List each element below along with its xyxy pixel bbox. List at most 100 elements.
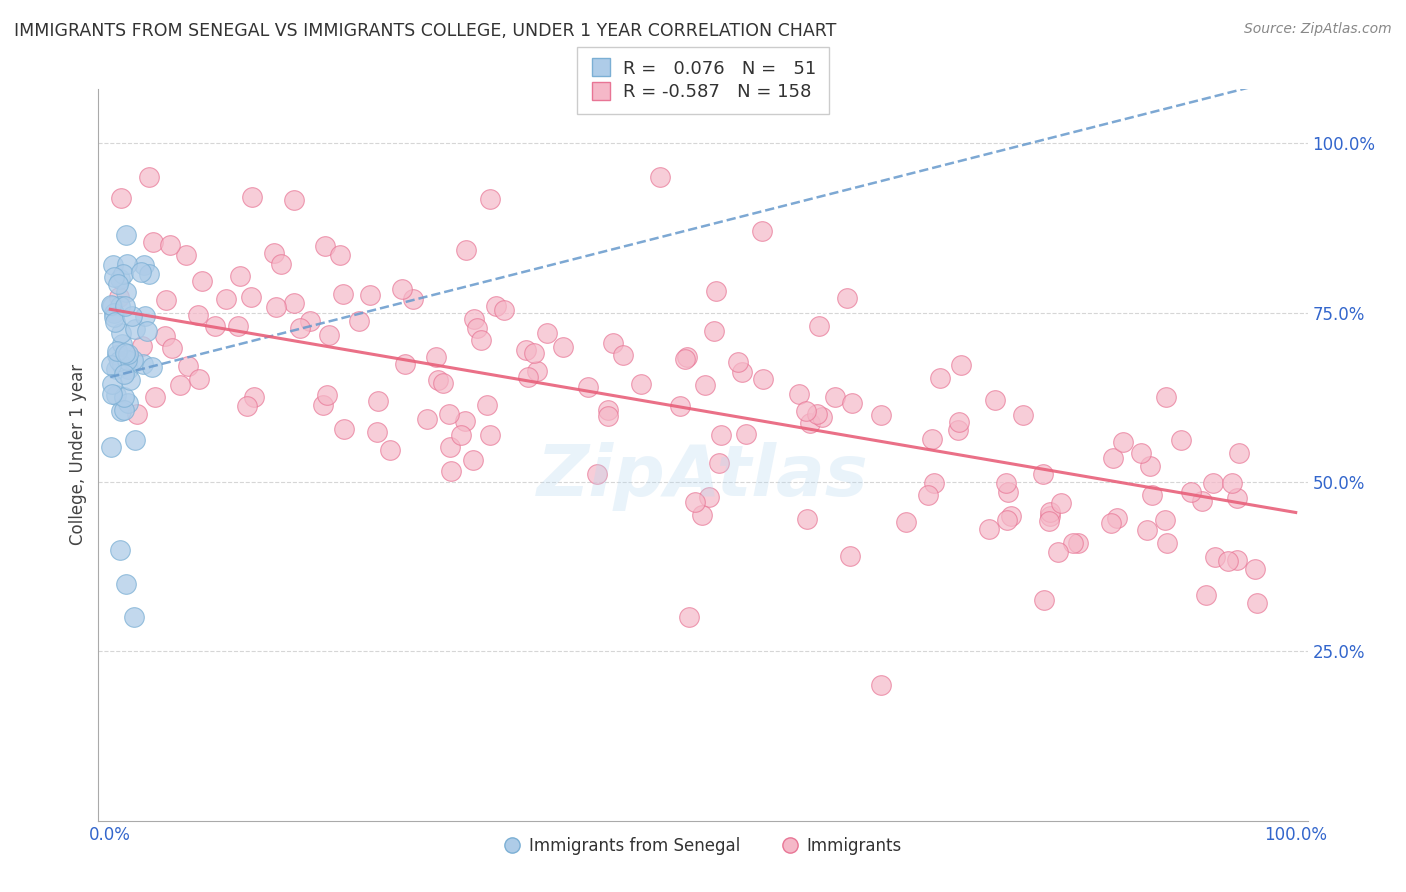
- Point: [394, 357, 416, 371]
- Point: [1195, 588, 1218, 602]
- Point: [145, 390, 167, 404]
- Point: [188, 372, 211, 386]
- Point: [463, 311, 485, 326]
- Point: [1218, 553, 1240, 567]
- Point: [111, 337, 134, 351]
- Point: [1102, 451, 1125, 466]
- Text: ZipAtlas: ZipAtlas: [537, 442, 869, 511]
- Point: [312, 398, 335, 412]
- Point: [240, 190, 263, 204]
- Point: [114, 576, 136, 591]
- Point: [240, 290, 263, 304]
- Point: [997, 484, 1019, 499]
- Point: [132, 258, 155, 272]
- Point: [108, 542, 131, 557]
- Point: [1139, 458, 1161, 473]
- Point: [122, 610, 145, 624]
- Point: [1154, 391, 1177, 405]
- Point: [141, 235, 163, 249]
- Point: [191, 274, 214, 288]
- Point: [314, 239, 336, 253]
- Point: [796, 512, 818, 526]
- Point: [105, 348, 128, 362]
- Point: [928, 371, 950, 385]
- Point: [983, 392, 1005, 407]
- Point: [440, 464, 463, 478]
- Point: [283, 193, 305, 207]
- Point: [1156, 536, 1178, 550]
- Point: [124, 434, 146, 448]
- Point: [283, 296, 305, 310]
- Point: [432, 376, 454, 390]
- Point: [117, 361, 139, 376]
- Point: [921, 432, 943, 446]
- Point: [117, 347, 139, 361]
- Point: [391, 282, 413, 296]
- Point: [136, 324, 159, 338]
- Point: [110, 358, 132, 372]
- Point: [454, 413, 477, 427]
- Point: [1170, 433, 1192, 447]
- Point: [427, 373, 450, 387]
- Point: [1047, 545, 1070, 559]
- Point: [101, 258, 124, 272]
- Point: [114, 299, 136, 313]
- Point: [869, 408, 891, 422]
- Point: [134, 309, 156, 323]
- Point: [416, 411, 439, 425]
- Point: [177, 359, 200, 374]
- Point: [1140, 488, 1163, 502]
- Point: [138, 170, 160, 185]
- Point: [630, 376, 652, 391]
- Point: [894, 516, 917, 530]
- Point: [710, 427, 733, 442]
- Point: [333, 422, 356, 436]
- Point: [1153, 513, 1175, 527]
- Point: [1067, 536, 1090, 550]
- Point: [437, 407, 460, 421]
- Point: [1227, 446, 1250, 460]
- Point: [946, 423, 969, 437]
- Point: [515, 343, 537, 357]
- Point: [316, 388, 339, 402]
- Point: [735, 427, 758, 442]
- Point: [243, 390, 266, 404]
- Point: [105, 362, 128, 376]
- Point: [402, 292, 425, 306]
- Point: [141, 360, 163, 375]
- Point: [1202, 476, 1225, 491]
- Point: [112, 390, 135, 404]
- Point: [585, 467, 607, 481]
- Point: [270, 257, 292, 271]
- Point: [841, 396, 863, 410]
- Point: [1244, 562, 1267, 576]
- Point: [751, 224, 773, 238]
- Point: [299, 314, 322, 328]
- Point: [105, 388, 128, 402]
- Point: [1050, 496, 1073, 510]
- Point: [602, 336, 624, 351]
- Point: [704, 284, 727, 298]
- Point: [187, 308, 209, 322]
- Point: [948, 415, 970, 429]
- Point: [1105, 511, 1128, 525]
- Point: [132, 357, 155, 371]
- Point: [117, 396, 139, 410]
- Point: [806, 407, 828, 421]
- Point: [155, 293, 177, 307]
- Point: [690, 508, 713, 522]
- Legend: Immigrants from Senegal, Immigrants: Immigrants from Senegal, Immigrants: [495, 829, 911, 863]
- Point: [153, 328, 176, 343]
- Point: [110, 403, 132, 417]
- Point: [367, 394, 389, 409]
- Point: [731, 365, 754, 379]
- Point: [162, 341, 184, 355]
- Point: [678, 610, 700, 624]
- Point: [115, 228, 138, 243]
- Point: [703, 324, 725, 338]
- Point: [100, 297, 122, 311]
- Point: [478, 427, 501, 442]
- Point: [578, 380, 600, 394]
- Point: [329, 248, 352, 262]
- Point: [478, 192, 501, 206]
